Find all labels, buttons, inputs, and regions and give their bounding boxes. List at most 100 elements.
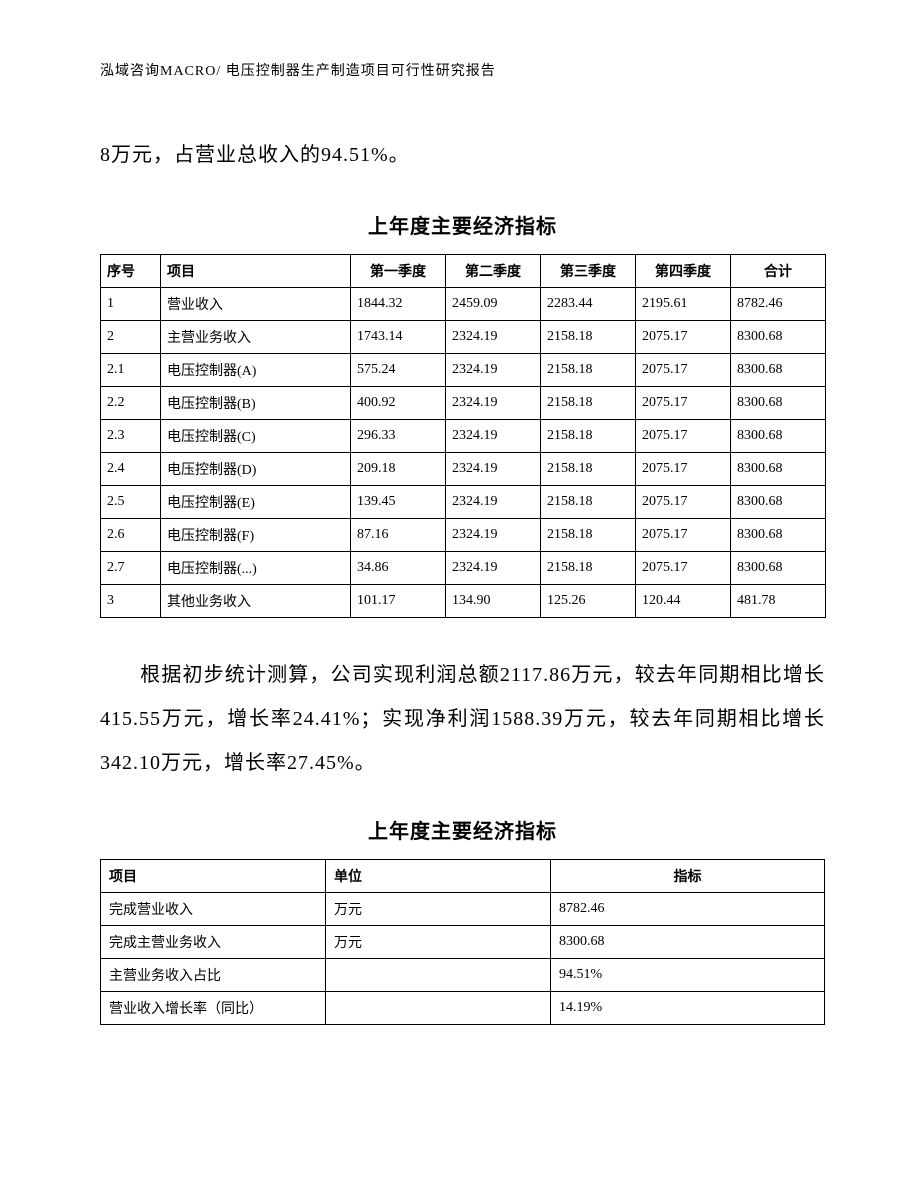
table-cell: 2324.19	[446, 486, 541, 519]
table-row: 1营业收入1844.322459.092283.442195.618782.46	[101, 288, 826, 321]
table-cell: 481.78	[731, 585, 826, 618]
table-cell: 电压控制器(A)	[161, 354, 351, 387]
table-cell: 2.4	[101, 453, 161, 486]
table-cell: 2075.17	[636, 552, 731, 585]
table-row: 2.7电压控制器(...)34.862324.192158.182075.178…	[101, 552, 826, 585]
table-cell: 2324.19	[446, 354, 541, 387]
table-cell: 101.17	[351, 585, 446, 618]
col-q3: 第三季度	[541, 255, 636, 288]
col-q4: 第四季度	[636, 255, 731, 288]
table-cell: 2.3	[101, 420, 161, 453]
table1-header-row: 序号 项目 第一季度 第二季度 第三季度 第四季度 合计	[101, 255, 826, 288]
document-page: 泓域咨询MACRO/ 电压控制器生产制造项目可行性研究报告 8万元，占营业总收入…	[0, 0, 920, 1191]
table-cell: 8782.46	[731, 288, 826, 321]
table-cell: 2283.44	[541, 288, 636, 321]
table-cell: 2.1	[101, 354, 161, 387]
table-cell: 2158.18	[541, 321, 636, 354]
table-cell: 2.7	[101, 552, 161, 585]
table-row: 2.1电压控制器(A)575.242324.192158.182075.1783…	[101, 354, 826, 387]
economic-indicators-summary-table: 项目 单位 指标 完成营业收入万元8782.46完成主营业务收入万元8300.6…	[100, 859, 825, 1025]
table-cell: 电压控制器(D)	[161, 453, 351, 486]
table-cell: 2324.19	[446, 453, 541, 486]
table-cell: 2075.17	[636, 387, 731, 420]
table-row: 营业收入增长率（同比）14.19%	[101, 992, 825, 1025]
table-cell: 8300.68	[731, 519, 826, 552]
table-cell: 120.44	[636, 585, 731, 618]
table-cell: 125.26	[541, 585, 636, 618]
col-q2: 第二季度	[446, 255, 541, 288]
table-cell: 2075.17	[636, 486, 731, 519]
table-cell: 8300.68	[551, 926, 825, 959]
table-cell: 8300.68	[731, 354, 826, 387]
table-cell: 8782.46	[551, 893, 825, 926]
table-row: 2.2电压控制器(B)400.922324.192158.182075.1783…	[101, 387, 826, 420]
intro-text: 8万元，占营业总收入的94.51%。	[100, 135, 825, 175]
table-cell	[326, 959, 551, 992]
table-cell: 2075.17	[636, 519, 731, 552]
table-cell: 8300.68	[731, 552, 826, 585]
table-cell: 139.45	[351, 486, 446, 519]
table-cell: 2324.19	[446, 420, 541, 453]
table-cell: 电压控制器(E)	[161, 486, 351, 519]
table-cell: 电压控制器(...)	[161, 552, 351, 585]
table-cell: 电压控制器(B)	[161, 387, 351, 420]
table-cell: 3	[101, 585, 161, 618]
table-cell: 34.86	[351, 552, 446, 585]
table-cell: 完成营业收入	[101, 893, 326, 926]
table-cell: 296.33	[351, 420, 446, 453]
table-cell: 主营业务收入	[161, 321, 351, 354]
economic-indicators-quarterly-table: 序号 项目 第一季度 第二季度 第三季度 第四季度 合计 1营业收入1844.3…	[100, 254, 826, 618]
table-cell: 1743.14	[351, 321, 446, 354]
table-cell: 电压控制器(F)	[161, 519, 351, 552]
analysis-paragraph: 根据初步统计测算，公司实现利润总额2117.86万元，较去年同期相比增长415.…	[100, 653, 825, 785]
table-row: 2.5电压控制器(E)139.452324.192158.182075.1783…	[101, 486, 826, 519]
table-cell: 2158.18	[541, 486, 636, 519]
table-cell: 2324.19	[446, 519, 541, 552]
table-row: 2.6电压控制器(F)87.162324.192158.182075.17830…	[101, 519, 826, 552]
table-row: 主营业务收入占比 94.51%	[101, 959, 825, 992]
table-cell: 2324.19	[446, 552, 541, 585]
table-cell: 87.16	[351, 519, 446, 552]
col-indicator: 指标	[551, 860, 825, 893]
table-cell: 2.2	[101, 387, 161, 420]
table-cell: 万元	[326, 893, 551, 926]
table-cell: 2195.61	[636, 288, 731, 321]
col-item: 项目	[161, 255, 351, 288]
table-cell: 8300.68	[731, 453, 826, 486]
table-cell: 1	[101, 288, 161, 321]
table1-body: 1营业收入1844.322459.092283.442195.618782.46…	[101, 288, 826, 618]
table-row: 2.4电压控制器(D)209.182324.192158.182075.1783…	[101, 453, 826, 486]
table-cell: 2158.18	[541, 552, 636, 585]
table-cell: 主营业务收入占比	[101, 959, 326, 992]
table-cell: 1844.32	[351, 288, 446, 321]
table-cell: 8300.68	[731, 420, 826, 453]
table1-title: 上年度主要经济指标	[100, 210, 825, 239]
table-cell: 完成主营业务收入	[101, 926, 326, 959]
table-cell: 2324.19	[446, 387, 541, 420]
table-cell: 营业收入增长率（同比）	[101, 992, 326, 1025]
table-cell: 万元	[326, 926, 551, 959]
table-cell: 8300.68	[731, 486, 826, 519]
col-q1: 第一季度	[351, 255, 446, 288]
table-cell: 2158.18	[541, 354, 636, 387]
table-cell: 134.90	[446, 585, 541, 618]
table2-title: 上年度主要经济指标	[100, 815, 825, 844]
page-header: 泓域咨询MACRO/ 电压控制器生产制造项目可行性研究报告	[100, 60, 825, 80]
col-seq: 序号	[101, 255, 161, 288]
table-cell: 2158.18	[541, 453, 636, 486]
table2-body: 完成营业收入万元8782.46完成主营业务收入万元8300.68主营业务收入占比…	[101, 893, 825, 1025]
table-cell: 电压控制器(C)	[161, 420, 351, 453]
table-cell: 2158.18	[541, 519, 636, 552]
table-cell: 2.5	[101, 486, 161, 519]
table-cell: 2	[101, 321, 161, 354]
table-cell: 94.51%	[551, 959, 825, 992]
analysis-paragraph-text: 根据初步统计测算，公司实现利润总额2117.86万元，较去年同期相比增长415.…	[100, 664, 825, 774]
col-unit: 单位	[326, 860, 551, 893]
table-row: 2主营业务收入1743.142324.192158.182075.178300.…	[101, 321, 826, 354]
table-cell: 8300.68	[731, 321, 826, 354]
col-total: 合计	[731, 255, 826, 288]
table-cell: 2075.17	[636, 453, 731, 486]
table-cell: 2075.17	[636, 354, 731, 387]
table-cell	[326, 992, 551, 1025]
table-row: 完成主营业务收入万元8300.68	[101, 926, 825, 959]
